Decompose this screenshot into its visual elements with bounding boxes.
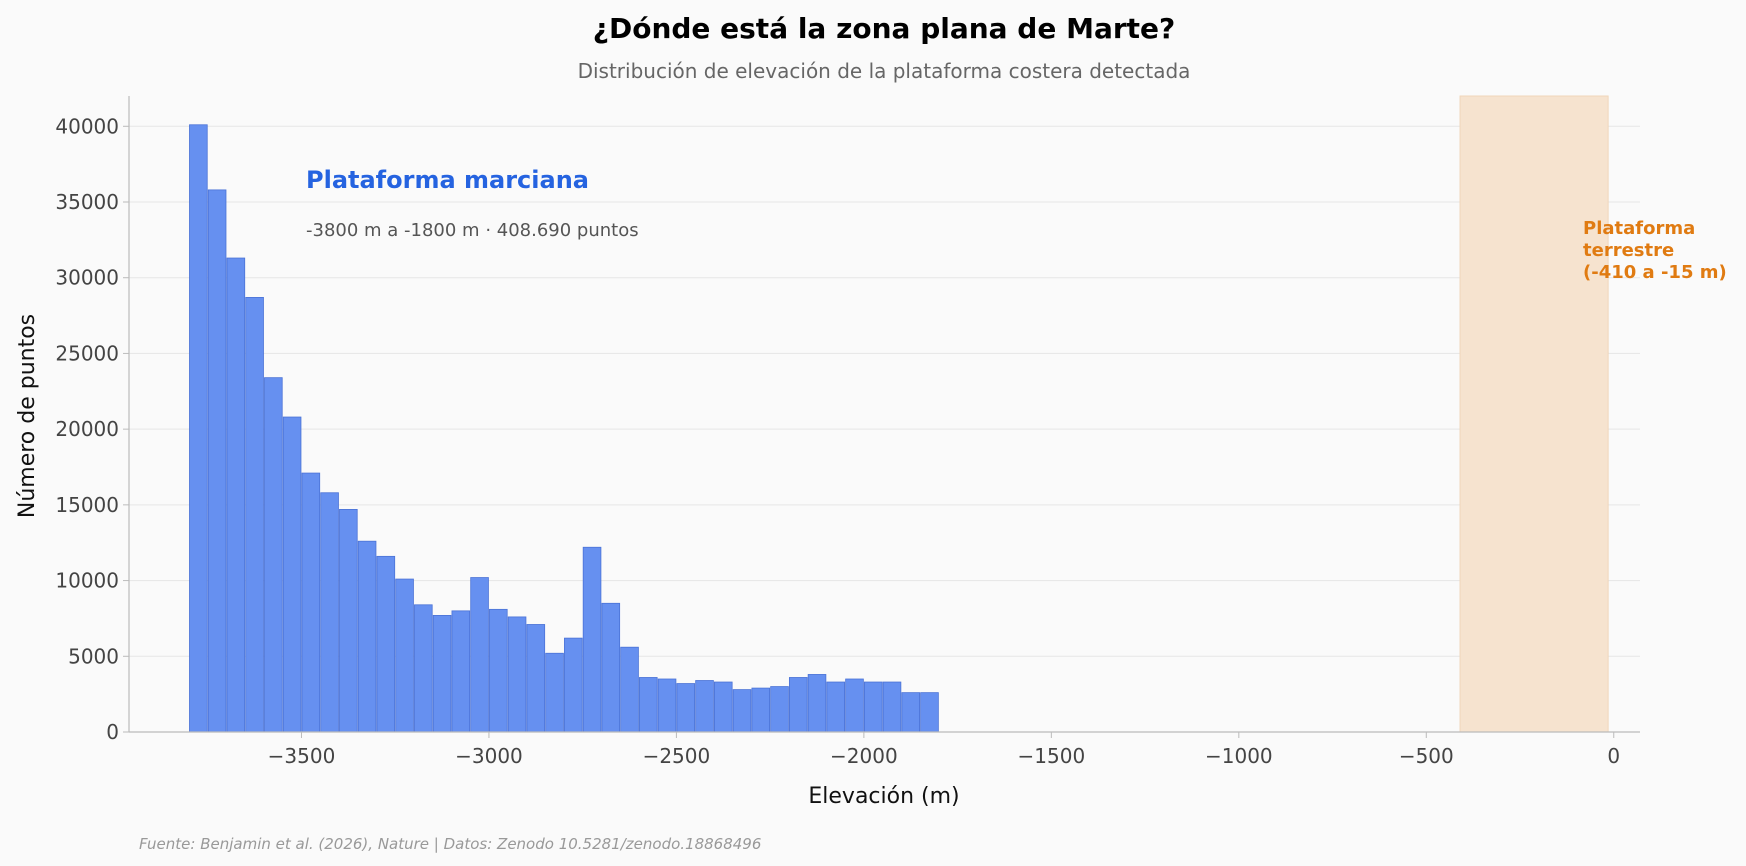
x-tick-label: −1500 bbox=[1018, 744, 1086, 768]
histogram-bar bbox=[601, 602, 621, 733]
histogram-bar bbox=[751, 687, 771, 733]
x-tick-label: −2000 bbox=[830, 744, 898, 768]
x-tick-label: −1000 bbox=[1205, 744, 1273, 768]
histogram-bar bbox=[301, 472, 321, 733]
histogram-bar bbox=[788, 677, 808, 733]
histogram-bar bbox=[639, 677, 658, 733]
histogram-bar bbox=[226, 257, 246, 733]
histogram-bar bbox=[357, 540, 377, 733]
histogram-bar bbox=[732, 689, 752, 733]
histogram-bar bbox=[826, 681, 846, 733]
chart-subtitle: Distribución de elevación de la platafor… bbox=[578, 59, 1191, 83]
terrestrial-shelf-band bbox=[1459, 95, 1609, 733]
histogram-bar bbox=[695, 680, 714, 733]
histogram-bar bbox=[620, 646, 639, 733]
histogram-bar bbox=[863, 681, 883, 733]
histogram-bar bbox=[414, 604, 433, 733]
histogram-bar bbox=[564, 637, 583, 733]
histogram-bar bbox=[920, 692, 939, 733]
histogram-bar bbox=[245, 296, 264, 733]
y-tick-label: 35000 bbox=[55, 190, 119, 214]
histogram-bar bbox=[320, 492, 339, 733]
y-ticks: 0 5000 10000 15000 20000 25000 30000 35000 40000 bbox=[55, 114, 129, 744]
y-tick-label: 25000 bbox=[55, 341, 119, 365]
histogram-bar bbox=[432, 615, 452, 733]
histogram-bar bbox=[657, 678, 677, 733]
histogram-bar bbox=[339, 508, 358, 733]
martian-shelf-annotation-range: -3800 m a -1800 m · 408.690 puntos bbox=[306, 220, 639, 241]
histogram-bar bbox=[770, 686, 789, 733]
x-tick-label: −500 bbox=[1399, 744, 1454, 768]
y-tick-label: 30000 bbox=[55, 266, 119, 290]
histogram-bar bbox=[507, 616, 527, 733]
x-tick-label: 0 bbox=[1607, 744, 1620, 768]
y-tick-label: 20000 bbox=[55, 417, 119, 441]
martian-shelf-annotation-title: Plataforma marciana bbox=[306, 166, 589, 194]
y-tick-label: 40000 bbox=[55, 114, 119, 138]
histogram-bar bbox=[582, 546, 602, 733]
histogram-bar bbox=[376, 555, 396, 733]
histogram-bar bbox=[489, 608, 508, 733]
histogram-bar bbox=[395, 578, 414, 733]
x-ticks: −3500 −3000 −2500 −2000 −1500 −1000 −500 0 bbox=[268, 732, 1620, 768]
histogram-bar bbox=[451, 610, 471, 733]
band-label-line-3: (-410 a -15 m) bbox=[1583, 262, 1727, 283]
histogram-bar bbox=[189, 124, 208, 733]
source-note: Fuente: Benjamin et al. (2026), Nature |… bbox=[139, 835, 761, 853]
terrestrial-shelf-label: Plataforma terrestre (-410 a -15 m) bbox=[1583, 218, 1727, 283]
histogram-bar bbox=[264, 377, 283, 733]
x-axis-label: Elevación (m) bbox=[808, 784, 959, 809]
chart-title: ¿Dónde está la zona plana de Marte? bbox=[593, 12, 1176, 45]
histogram-bar bbox=[714, 681, 733, 733]
band-label-line-1: Plataforma bbox=[1583, 218, 1695, 239]
histogram-bar bbox=[545, 652, 564, 733]
y-tick-label: 0 bbox=[106, 720, 119, 744]
y-tick-label: 10000 bbox=[55, 569, 119, 593]
histogram-bar bbox=[207, 189, 227, 733]
y-axis-label: Número de puntos bbox=[15, 314, 40, 518]
histogram-bar bbox=[470, 577, 489, 733]
histogram-bar bbox=[845, 678, 864, 733]
y-tick-label: 15000 bbox=[55, 493, 119, 517]
band-label-line-2: terrestre bbox=[1583, 240, 1674, 261]
histogram-bar bbox=[807, 674, 827, 733]
histogram-bar bbox=[901, 692, 921, 733]
histogram-bar bbox=[282, 416, 302, 733]
x-tick-label: −3500 bbox=[268, 744, 336, 768]
x-tick-label: −3000 bbox=[455, 744, 523, 768]
histogram-bar bbox=[882, 681, 902, 733]
histogram-bar bbox=[526, 624, 546, 733]
histogram-bars bbox=[189, 124, 939, 733]
y-tick-label: 5000 bbox=[68, 644, 119, 668]
histogram-bar bbox=[676, 683, 696, 733]
x-tick-label: −2500 bbox=[643, 744, 711, 768]
